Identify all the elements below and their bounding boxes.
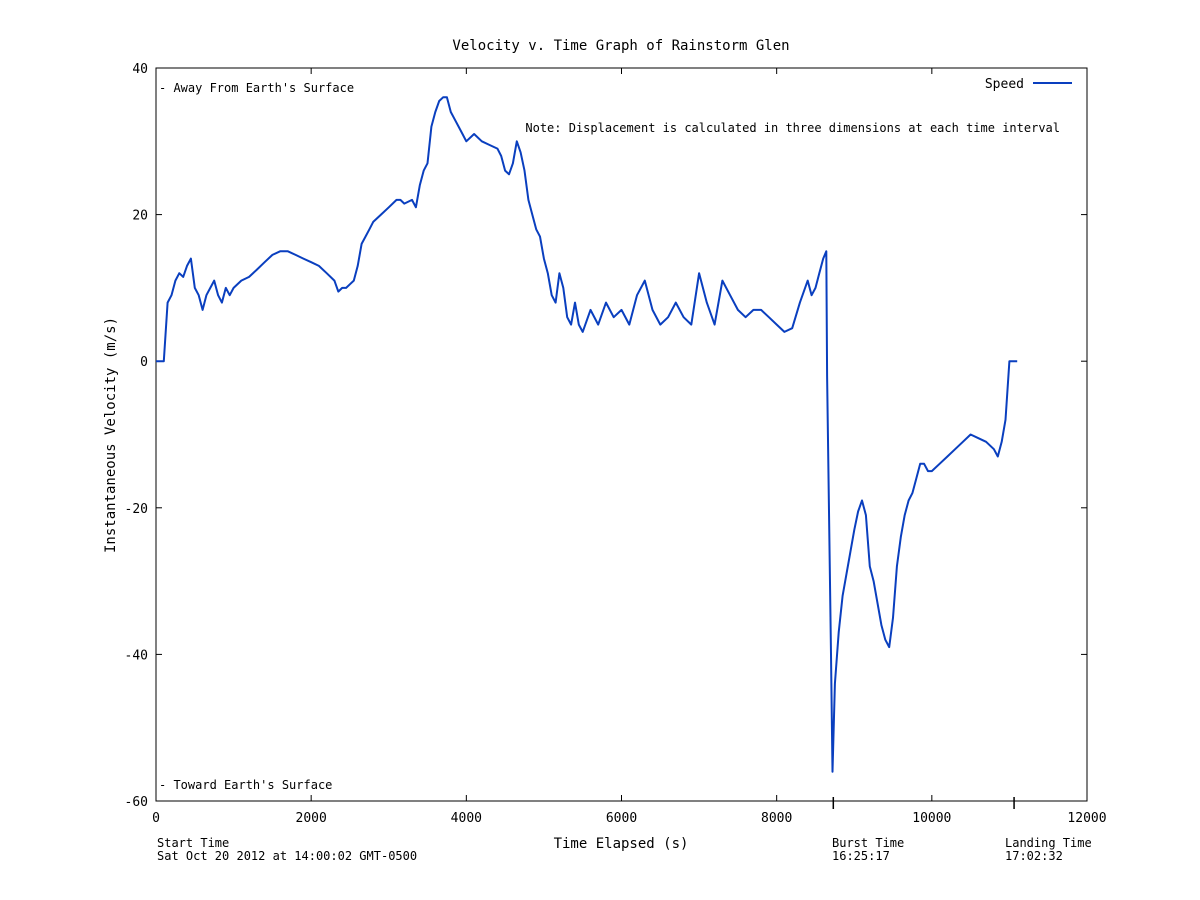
y-axis-label: Instantaneous Velocity (m/s) xyxy=(103,317,119,553)
x-tick-label: 12000 xyxy=(1067,811,1106,826)
x-tick-label: 6000 xyxy=(606,811,637,826)
annotation-away: - Away From Earth's Surface xyxy=(159,81,354,95)
footer: Start Time Sat Oct 20 2012 at 14:00:02 G… xyxy=(157,836,1092,863)
y-tick-label: 0 xyxy=(140,355,148,370)
footer-landing-value: 17:02:32 xyxy=(1005,849,1063,863)
annotation-toward: - Toward Earth's Surface xyxy=(159,778,332,792)
x-tick-label: 10000 xyxy=(912,811,951,826)
x-tick-label: 8000 xyxy=(761,811,792,826)
x-tick-label: 0 xyxy=(152,811,160,826)
series-line-speed xyxy=(156,96,1018,773)
x-axis-label: Time Elapsed (s) xyxy=(554,836,689,852)
x-axis-ticks: 0 2000 4000 6000 8000 10000 12000 xyxy=(152,68,1107,826)
y-tick-label: -20 xyxy=(125,502,148,517)
y-tick-label: 20 xyxy=(132,209,148,224)
plot-frame xyxy=(155,67,1088,802)
x-tick-label: 2000 xyxy=(296,811,327,826)
legend: Speed xyxy=(985,77,1072,92)
chart-title: Velocity v. Time Graph of Rainstorm Glen xyxy=(452,38,789,54)
footer-start-value: Sat Oct 20 2012 at 14:00:02 GMT-0500 xyxy=(157,849,417,863)
y-tick-label: -40 xyxy=(125,648,148,663)
footer-start-label: Start Time xyxy=(157,836,229,850)
annotation-note: Note: Displacement is calculated in thre… xyxy=(525,121,1060,135)
footer-burst-label: Burst Time xyxy=(832,836,904,850)
series-layer xyxy=(156,96,1018,773)
x-tick-label: 4000 xyxy=(451,811,482,826)
event-ticks xyxy=(832,797,1015,809)
y-tick-label: 40 xyxy=(132,62,148,77)
y-axis-ticks: -60 -40 -20 0 20 40 xyxy=(125,62,1087,810)
footer-burst-value: 16:25:17 xyxy=(832,849,890,863)
y-tick-label: -60 xyxy=(125,795,148,810)
footer-landing-label: Landing Time xyxy=(1005,836,1092,850)
legend-label-speed: Speed xyxy=(985,77,1024,92)
